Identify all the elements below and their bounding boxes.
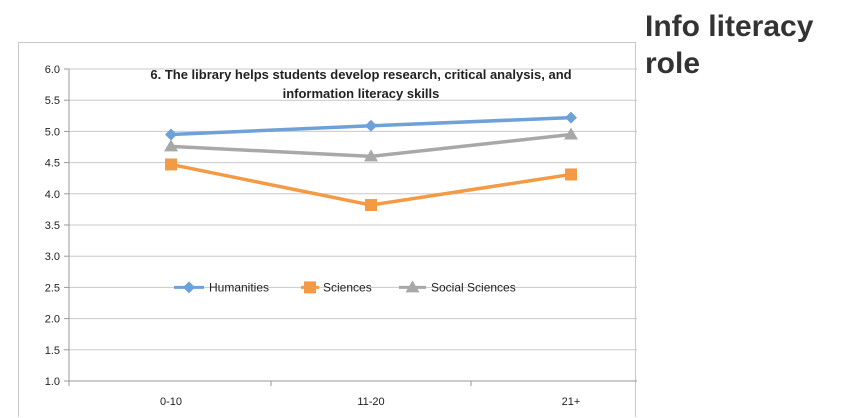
legend-label: Social Sciences — [431, 280, 516, 294]
legend-label: Sciences — [323, 280, 372, 294]
data-point — [365, 199, 377, 212]
legend-swatch-marker — [183, 281, 195, 294]
y-tick-label: 5.0 — [45, 126, 60, 138]
series-line — [170, 162, 572, 207]
y-tick-label: 4.0 — [45, 189, 60, 201]
chart-title: information literacy skills — [283, 86, 440, 101]
data-point — [165, 128, 177, 141]
data-point — [365, 119, 377, 132]
y-tick-label: 6.0 — [45, 64, 60, 76]
x-tick-label: 11-20 — [357, 396, 384, 408]
line-chart: 1.0 1.5 2.0 2.5 3.0 3.5 4.0 4.5 5.0 5.5 6.0 0-10 11-… — [45, 64, 637, 408]
legend-swatch-marker — [405, 280, 420, 293]
legend-label: Humanities — [209, 280, 269, 294]
chart-frame: 1.0 1.5 2.0 2.5 3.0 3.5 4.0 4.5 5.0 5.5 6.0 0-10 11-… — [18, 42, 637, 417]
x-tick-label: 0-10 — [160, 396, 182, 408]
y-tick-label: 5.5 — [45, 95, 60, 107]
data-point — [564, 127, 578, 140]
y-tick-label: 3.0 — [45, 251, 60, 263]
data-point — [164, 139, 178, 152]
y-tick-label: 4.5 — [45, 158, 60, 170]
y-tick-label: 2.0 — [45, 314, 60, 326]
data-point — [565, 168, 577, 181]
slide-title: Info literacy role — [645, 10, 814, 80]
data-point — [565, 111, 577, 124]
chart-title: 6. The library helps students develop re… — [150, 67, 571, 82]
y-tick-label: 1.5 — [45, 345, 60, 357]
x-tick-label: 21+ — [562, 396, 581, 408]
data-point — [364, 149, 378, 162]
y-tick-label: 3.5 — [45, 220, 60, 232]
legend-swatch-marker — [304, 281, 316, 294]
y-tick-label: 2.5 — [45, 282, 60, 294]
y-tick-label: 1.0 — [45, 376, 60, 388]
data-point — [165, 158, 177, 171]
